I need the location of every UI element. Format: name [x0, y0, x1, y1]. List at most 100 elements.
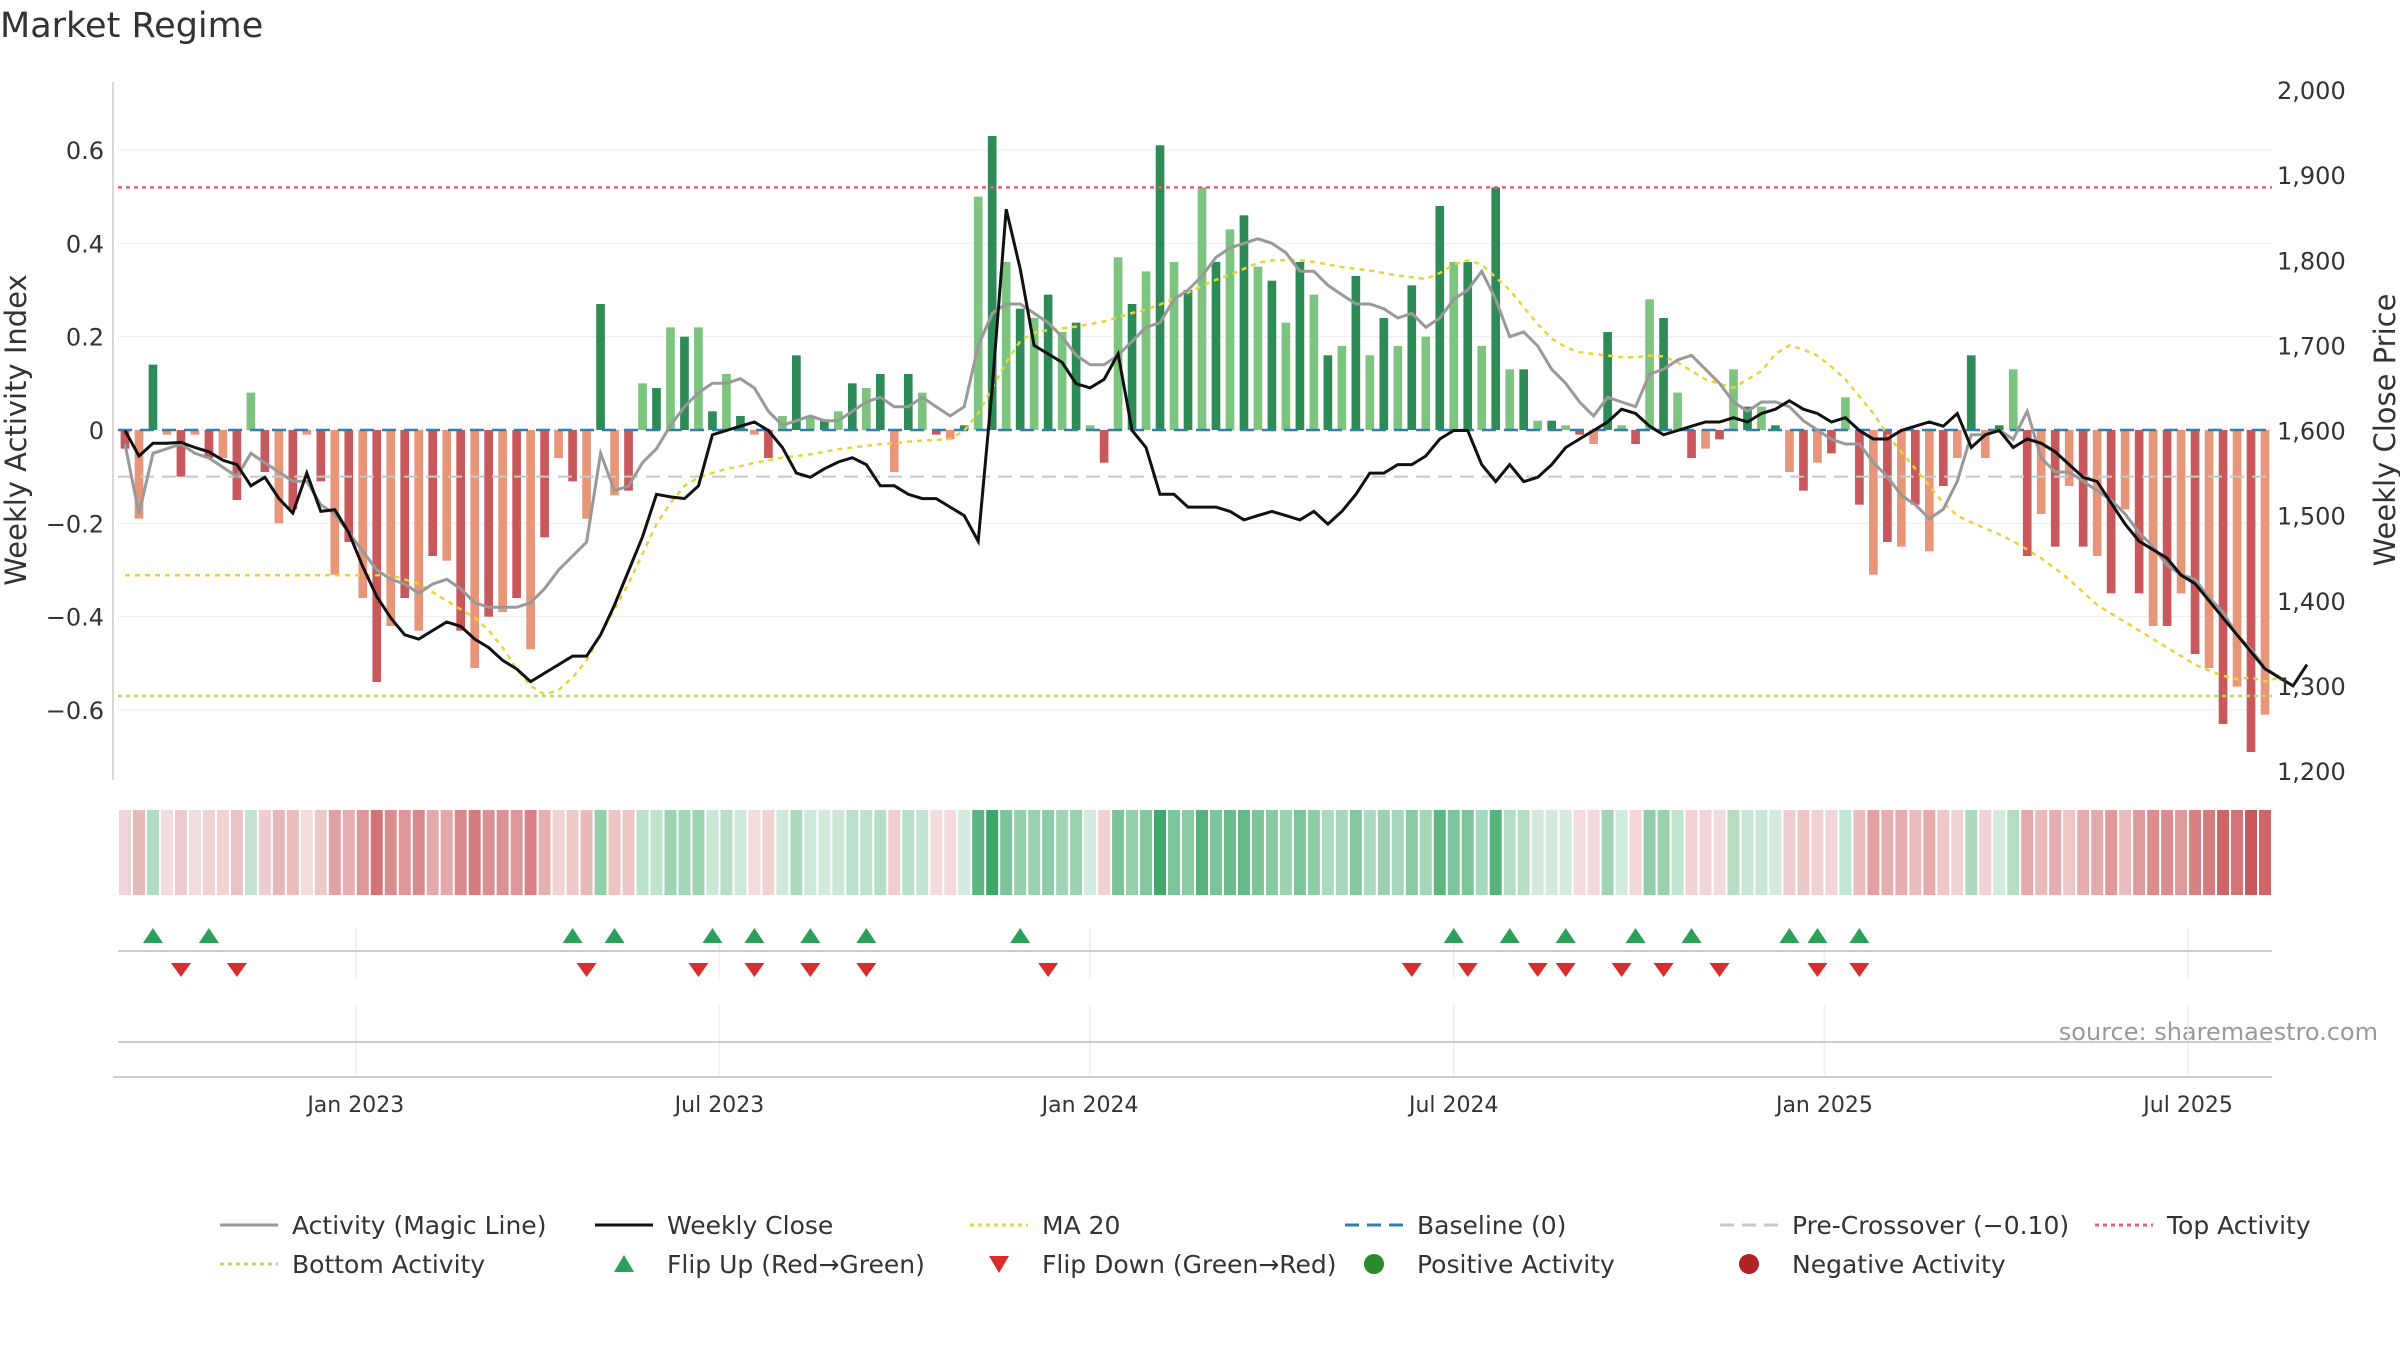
flip-down-marker: [1611, 963, 1632, 977]
regime-strip-cell: [1769, 810, 1782, 895]
regime-strip-cell: [468, 810, 481, 895]
activity-bar: [302, 430, 312, 435]
legend-label: Bottom Activity: [292, 1250, 485, 1279]
regime-strip-cell: [230, 810, 243, 895]
regime-strip-cell: [1433, 810, 1446, 895]
regime-strip-cell: [972, 810, 985, 895]
regime-strip-cell: [524, 810, 537, 895]
regime-strip-cell: [846, 810, 859, 895]
regime-strip-cell: [2147, 810, 2160, 895]
regime-strip-cell: [1042, 810, 1055, 895]
regime-strip-cell: [286, 810, 299, 895]
activity-bar: [708, 411, 717, 430]
x-tick-label: Jan 2023: [305, 1093, 404, 1118]
activity-bar: [1211, 262, 1221, 430]
regime-strip-cell: [2077, 810, 2090, 895]
activity-bar: [2036, 430, 2046, 514]
activity-bar: [847, 383, 857, 430]
flip-up-marker: [1807, 928, 1828, 943]
activity-bar: [1253, 266, 1263, 430]
activity-bar: [1980, 430, 1990, 458]
activity-bar: [1659, 318, 1668, 430]
activity-bar: [889, 430, 899, 472]
activity-bar: [372, 430, 382, 682]
regime-strip-cell: [1727, 810, 1740, 895]
activity-bar: [1421, 336, 1431, 430]
left-tick-label: 0.4: [66, 230, 104, 258]
legend-label: Flip Down (Green→Red): [1042, 1250, 1337, 1279]
flip-up-marker: [604, 928, 625, 943]
regime-strip-cell: [1587, 810, 1600, 895]
legend-flip-down-icon: [989, 1256, 1009, 1273]
flip-down-marker: [856, 963, 877, 977]
activity-bar: [1687, 430, 1696, 458]
legend-label: Top Activity: [2166, 1211, 2311, 1240]
regime-strip-cell: [314, 810, 327, 895]
activity-bar: [666, 327, 675, 430]
flip-up-marker: [1779, 928, 1800, 943]
legend-label: MA 20: [1042, 1211, 1120, 1240]
regime-strip-cell: [272, 810, 285, 895]
regime-strip-cell: [1825, 810, 1838, 895]
regime-strip-cell: [1685, 810, 1698, 895]
activity-bar: [1841, 397, 1850, 430]
activity-bar: [1309, 294, 1319, 430]
regime-strip-cell: [2217, 810, 2230, 895]
regime-strip-cell: [1657, 810, 1670, 895]
regime-strip-cell: [888, 810, 901, 895]
regime-strip-cell: [1377, 810, 1390, 895]
regime-strip-cell: [748, 810, 761, 895]
activity-bar: [400, 430, 410, 598]
activity-bar: [414, 430, 424, 631]
regime-strip-cell: [370, 810, 383, 895]
legend-label: Negative Activity: [1792, 1250, 2006, 1279]
regime-strip-cell: [1601, 810, 1614, 895]
regime-strip-cell: [552, 810, 565, 895]
regime-strip-cell: [1265, 810, 1278, 895]
activity-bar: [1799, 430, 1808, 491]
regime-strip-cell: [2231, 810, 2244, 895]
regime-strip-cell: [1909, 810, 1922, 895]
regime-strip-cell: [622, 810, 635, 895]
activity-bar: [1197, 187, 1207, 430]
regime-strip-cell: [1671, 810, 1684, 895]
regime-strip-cell: [202, 810, 215, 895]
regime-strip-cell: [1923, 810, 1936, 895]
regime-strip-cell: [1713, 810, 1726, 895]
regime-strip-cell: [1993, 810, 2006, 895]
activity-bar: [162, 430, 172, 435]
activity-bar: [2218, 430, 2228, 724]
flip-up-marker: [1625, 928, 1646, 943]
regime-strip-cell: [1461, 810, 1474, 895]
regime-strip-cell: [2259, 810, 2271, 895]
regime-strip-cell: [1419, 810, 1432, 895]
regime-strip-cell: [692, 810, 705, 895]
legend-label: Activity (Magic Line): [292, 1211, 546, 1240]
weekly-close-line: [123, 208, 2309, 688]
regime-strip-cell: [706, 810, 719, 895]
regime-strip-cell: [2189, 810, 2202, 895]
regime-strip-cell: [146, 810, 159, 895]
regime-strip-cell: [762, 810, 775, 895]
left-tick-label: 0.2: [66, 324, 104, 352]
regime-strip-cell: [2203, 810, 2216, 895]
activity-bar: [2176, 430, 2186, 594]
activity-bar: [1407, 285, 1417, 430]
regime-strip-cell: [2245, 810, 2258, 895]
activity-bars: [120, 136, 2270, 752]
activity-bar: [820, 420, 829, 430]
regime-strip-cell: [510, 810, 523, 895]
activity-bar: [1057, 332, 1067, 430]
activity-bar: [1337, 346, 1347, 430]
activity-bar: [568, 430, 577, 482]
activity-bar: [1952, 430, 1962, 458]
right-tick-label: 1,300: [2277, 673, 2346, 701]
regime-strip-cell: [1293, 810, 1306, 895]
regime-strip-cell: [1531, 810, 1544, 895]
activity-bar: [1771, 425, 1780, 430]
regime-strip-cell: [1811, 810, 1824, 895]
activity-bar: [1001, 262, 1011, 430]
regime-strip-cell: [1573, 810, 1586, 895]
regime-strip-cell: [1797, 810, 1810, 895]
activity-bar: [1351, 276, 1361, 430]
